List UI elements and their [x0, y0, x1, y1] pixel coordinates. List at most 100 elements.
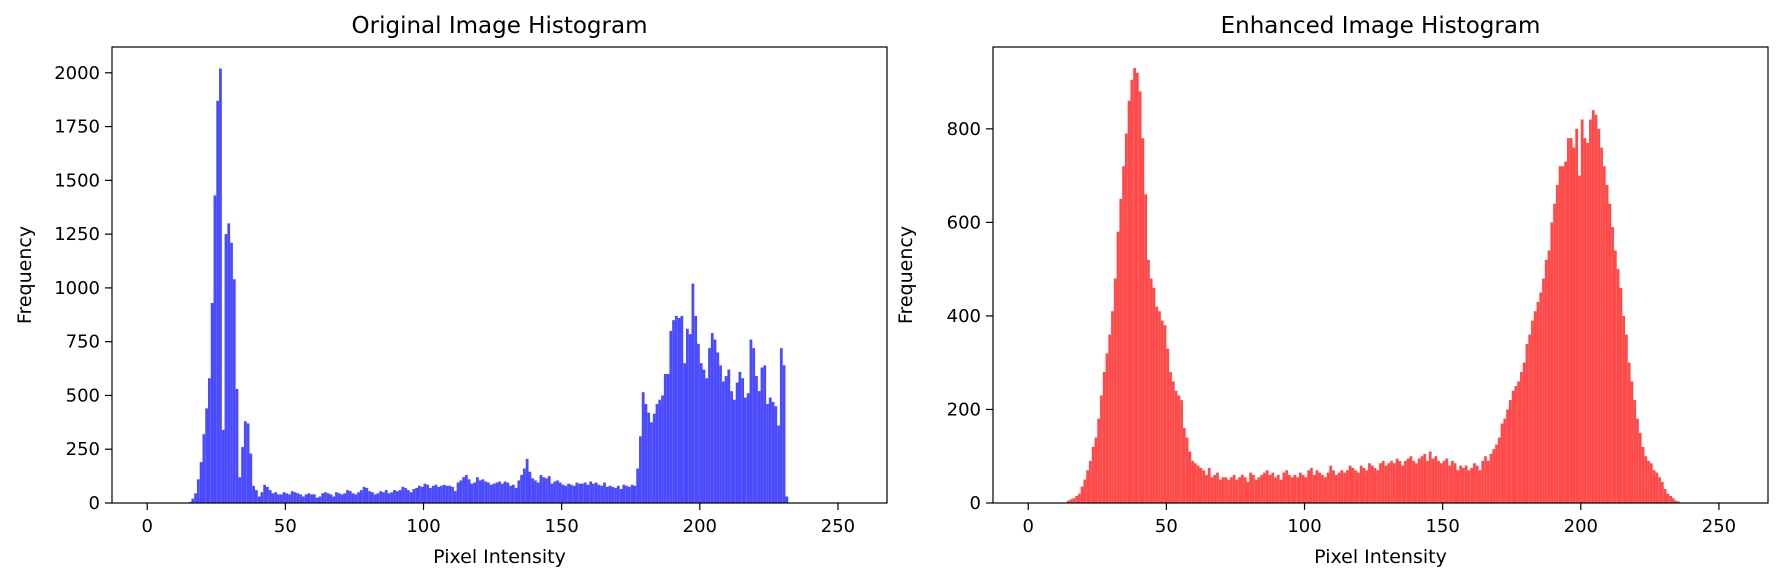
- bar: [415, 487, 418, 503]
- bar: [771, 401, 775, 503]
- bar: [1542, 278, 1545, 503]
- x-tick-label: 200: [683, 516, 717, 537]
- bar: [1083, 479, 1087, 503]
- bar: [288, 494, 291, 503]
- bar: [567, 483, 570, 503]
- bar: [368, 491, 372, 503]
- y-tick-label: 1000: [54, 278, 100, 299]
- bar: [741, 378, 745, 503]
- bar: [766, 404, 769, 503]
- bar: [1428, 451, 1432, 503]
- bar: [365, 487, 369, 503]
- bar: [738, 371, 742, 503]
- bar: [1246, 481, 1250, 503]
- bar: [622, 484, 626, 503]
- bar: [1268, 474, 1272, 503]
- bars: [1066, 68, 1681, 504]
- bar: [1285, 470, 1288, 503]
- bar: [1448, 465, 1451, 503]
- bar: [1641, 446, 1645, 503]
- bar: [1287, 474, 1291, 503]
- x-tick-label: 100: [406, 516, 440, 537]
- bar: [572, 485, 576, 503]
- bar: [1174, 390, 1178, 503]
- bar: [216, 100, 220, 503]
- bar: [760, 367, 764, 503]
- bar: [1315, 470, 1319, 503]
- bar: [1616, 269, 1620, 503]
- bar: [376, 493, 380, 503]
- y-tick-label: 800: [947, 119, 981, 140]
- bar: [191, 498, 195, 503]
- bar: [536, 482, 540, 503]
- bar: [777, 425, 780, 503]
- bar: [1674, 500, 1678, 503]
- bar: [1514, 386, 1518, 503]
- bar: [1147, 259, 1150, 503]
- bar: [324, 492, 327, 503]
- bar: [257, 496, 261, 503]
- bar: [373, 494, 377, 503]
- bar: [569, 484, 573, 503]
- bar: [487, 482, 490, 503]
- bar: [437, 486, 441, 503]
- y-axis-label: Frequency: [14, 226, 36, 324]
- bar: [547, 476, 551, 503]
- bar: [301, 496, 305, 503]
- bar: [1332, 470, 1335, 503]
- bar: [1210, 477, 1214, 503]
- bar: [299, 494, 302, 503]
- bar: [639, 436, 642, 503]
- bar: [1473, 463, 1476, 503]
- bar: [1666, 493, 1670, 503]
- bar: [1558, 166, 1562, 503]
- bar: [1235, 479, 1239, 503]
- bar: [456, 482, 460, 503]
- bar: [1669, 495, 1672, 503]
- bar: [1525, 343, 1529, 503]
- bar: [1213, 474, 1217, 503]
- y-tick-label: 1500: [54, 170, 100, 191]
- bar: [1368, 463, 1371, 503]
- bar: [263, 484, 267, 503]
- bar: [362, 486, 366, 503]
- bar: [1177, 395, 1181, 503]
- bar: [1572, 147, 1576, 504]
- bar: [652, 413, 656, 503]
- bar: [614, 487, 617, 503]
- bar: [481, 479, 485, 503]
- bar: [594, 482, 598, 503]
- bar: [1511, 390, 1515, 503]
- bar: [484, 481, 488, 503]
- bar: [1459, 465, 1463, 503]
- bar: [340, 494, 344, 503]
- bar: [1561, 166, 1565, 503]
- bar: [1218, 479, 1222, 503]
- bar: [1467, 470, 1471, 503]
- bar: [1539, 292, 1543, 503]
- bar: [708, 348, 711, 503]
- bar: [1069, 499, 1073, 503]
- bar: [616, 485, 620, 503]
- bar: [409, 492, 413, 503]
- bar: [1094, 437, 1098, 503]
- bar: [243, 421, 247, 503]
- bar: [453, 491, 457, 503]
- x-tick-label: 50: [274, 516, 297, 537]
- axes-frame: [992, 46, 1769, 504]
- bar: [534, 480, 537, 503]
- bar: [1171, 381, 1175, 503]
- bar: [473, 482, 477, 503]
- bar: [390, 492, 394, 503]
- bar: [1622, 315, 1626, 503]
- bar: [1395, 458, 1399, 503]
- bar: [1100, 395, 1103, 503]
- bar: [459, 480, 463, 503]
- bar: [1602, 166, 1606, 503]
- bar: [1086, 470, 1090, 503]
- bar: [757, 391, 761, 503]
- bar: [1196, 465, 1200, 503]
- bar: [241, 447, 244, 503]
- bar: [1575, 128, 1579, 503]
- bar: [1619, 287, 1623, 503]
